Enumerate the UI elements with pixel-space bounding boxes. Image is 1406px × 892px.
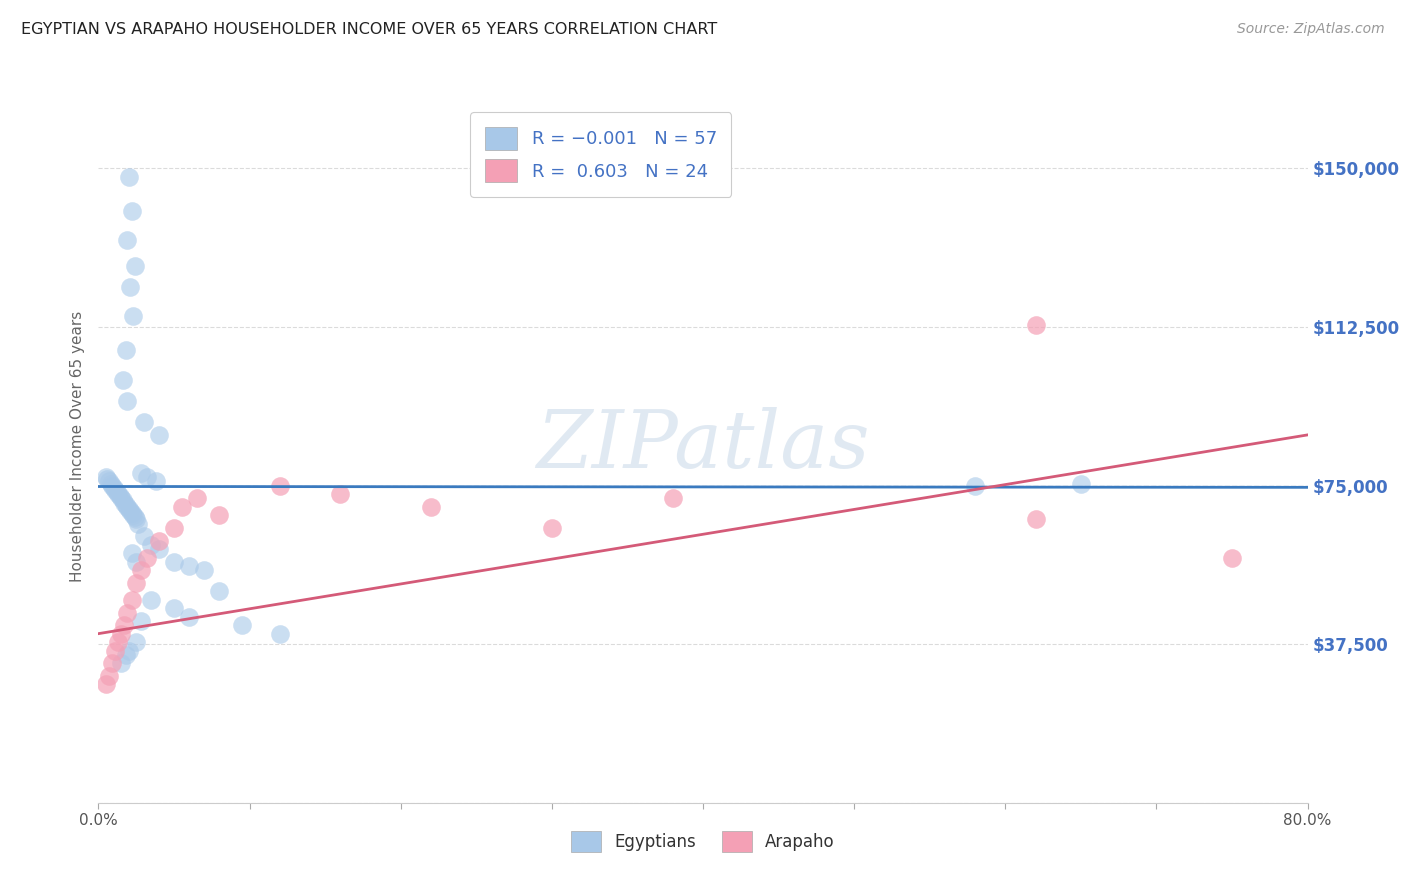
Point: [118, 502, 141, 516]
Point: [208, 508, 231, 523]
Point: [96, 472, 118, 486]
Point: [1024, 318, 1046, 332]
Point: [208, 584, 231, 599]
Point: [118, 643, 141, 657]
Point: [1070, 476, 1092, 491]
Point: [186, 491, 208, 506]
Y-axis label: Householder Income Over 65 years: Householder Income Over 65 years: [70, 310, 86, 582]
Point: [101, 478, 124, 492]
Point: [163, 555, 186, 569]
Point: [132, 529, 155, 543]
Point: [329, 487, 352, 501]
Point: [108, 489, 131, 503]
Point: [148, 428, 170, 442]
Point: [129, 466, 152, 480]
Point: [125, 555, 148, 569]
Point: [115, 606, 138, 620]
Point: [127, 516, 149, 531]
Point: [193, 563, 215, 577]
Point: [94, 677, 117, 691]
Point: [121, 592, 143, 607]
Point: [100, 476, 122, 491]
Point: [129, 563, 152, 577]
Point: [231, 618, 253, 632]
Point: [269, 626, 291, 640]
Point: [125, 635, 148, 649]
Point: [179, 559, 201, 574]
Point: [145, 475, 167, 489]
Point: [98, 669, 121, 683]
Point: [540, 521, 562, 535]
Point: [135, 550, 157, 565]
Point: [114, 498, 136, 512]
Point: [115, 500, 138, 514]
Point: [179, 609, 201, 624]
Point: [124, 259, 146, 273]
Point: [141, 538, 163, 552]
Point: [125, 512, 148, 526]
Point: [120, 280, 142, 294]
Point: [115, 233, 138, 247]
Point: [122, 310, 145, 324]
Point: [118, 169, 141, 184]
Point: [269, 478, 291, 492]
Point: [120, 504, 142, 518]
Point: [104, 483, 127, 497]
Point: [965, 478, 987, 492]
Point: [135, 470, 157, 484]
Point: [110, 626, 132, 640]
Point: [121, 203, 143, 218]
Point: [121, 506, 143, 520]
Point: [1024, 512, 1046, 526]
Point: [110, 491, 132, 506]
Point: [122, 508, 145, 523]
Point: [141, 592, 163, 607]
Point: [111, 373, 134, 387]
Point: [148, 533, 170, 548]
Point: [163, 601, 186, 615]
Point: [105, 485, 128, 500]
Point: [170, 500, 193, 514]
Point: [110, 657, 132, 671]
Point: [129, 614, 152, 628]
Point: [124, 510, 146, 524]
Point: [112, 618, 135, 632]
Point: [114, 648, 136, 662]
Point: [103, 481, 125, 495]
Point: [107, 487, 129, 501]
Point: [112, 495, 135, 509]
Point: [1220, 550, 1243, 565]
Text: Source: ZipAtlas.com: Source: ZipAtlas.com: [1237, 22, 1385, 37]
Point: [163, 521, 186, 535]
Point: [101, 657, 124, 671]
Point: [114, 343, 136, 358]
Point: [94, 470, 117, 484]
Point: [111, 493, 134, 508]
Point: [420, 500, 443, 514]
Point: [107, 635, 129, 649]
Point: [98, 475, 121, 489]
Text: ZIPatlas: ZIPatlas: [536, 408, 870, 484]
Legend: Egyptians, Arapaho: Egyptians, Arapaho: [558, 818, 848, 866]
Text: EGYPTIAN VS ARAPAHO HOUSEHOLDER INCOME OVER 65 YEARS CORRELATION CHART: EGYPTIAN VS ARAPAHO HOUSEHOLDER INCOME O…: [21, 22, 717, 37]
Point: [104, 643, 127, 657]
Point: [125, 575, 148, 590]
Point: [115, 394, 138, 409]
Point: [661, 491, 683, 506]
Point: [121, 546, 143, 560]
Point: [148, 542, 170, 557]
Point: [132, 415, 155, 429]
